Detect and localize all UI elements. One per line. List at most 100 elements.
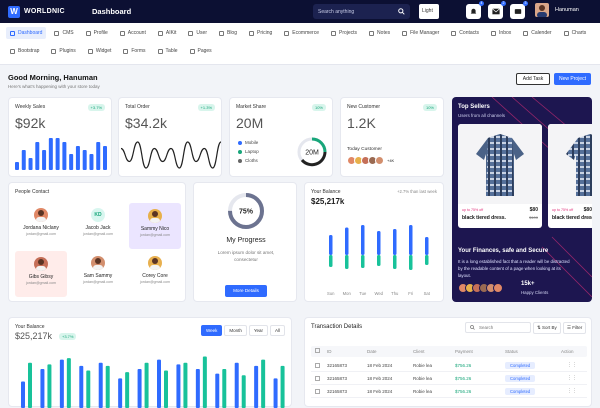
cell-date: 18 Feb 2024	[367, 376, 393, 381]
nav-label: User	[196, 30, 207, 36]
nav-projects[interactable]: Projects	[327, 27, 361, 39]
clients-count: 15k+	[521, 281, 535, 287]
contact-card[interactable]: Gibs Gibsy jordan@gmail.com	[15, 251, 67, 297]
filter-button[interactable]: ☰ Filter	[563, 322, 587, 334]
bar-series-2	[105, 365, 110, 408]
nav-cms[interactable]: CMS	[50, 27, 77, 39]
mail-icon[interactable]: 2	[488, 1, 506, 19]
legend-dot	[238, 140, 242, 145]
table-row[interactable]: 32165873 18 Feb 2024 Robie lea $756.26 Compl…	[311, 373, 587, 385]
nav-label: Blog	[226, 30, 237, 36]
nav-notes[interactable]: Notes	[365, 27, 394, 39]
table-row[interactable]: 32165873 18 Feb 2024 Robie lea $756.26 Compl…	[311, 360, 587, 372]
nav-forms[interactable]: Forms	[119, 45, 149, 57]
more-details-button[interactable]: More Details	[225, 285, 267, 297]
x-tick-label: Sat	[424, 291, 431, 296]
tab-week[interactable]: Week	[200, 325, 223, 336]
nav-account[interactable]: Account	[116, 27, 150, 39]
cell-payment: $756.26	[455, 363, 472, 368]
nav-file-manager[interactable]: File Manager	[398, 27, 443, 39]
market-ring: 20M	[297, 137, 327, 167]
nav-label: Account	[127, 30, 146, 36]
pages-icon	[189, 48, 195, 54]
row-checkbox[interactable]	[315, 389, 320, 394]
nav-charts[interactable]: Charts	[560, 27, 591, 39]
nav-inbox[interactable]: Inbox	[487, 27, 515, 39]
nav-row-1: Dashboard CMS Profile Account AIKit User…	[6, 27, 594, 39]
card-title: Total Order	[125, 104, 150, 110]
tab-all[interactable]: All	[269, 325, 285, 336]
new-project-button[interactable]: New Project	[554, 73, 591, 85]
cart-icon[interactable]: 3	[510, 1, 528, 19]
nav-contacts[interactable]: Contacts	[447, 27, 483, 39]
contact-card[interactable]: Corey Core jordan@gmail.com	[129, 251, 181, 297]
theme-toggle[interactable]: Light	[419, 4, 439, 19]
contact-card[interactable]: KD Jacob Jack jordan@gmail.com	[72, 203, 124, 249]
bar-series-2	[202, 356, 207, 408]
avatar	[493, 283, 503, 293]
balance-note: +2.7% than last week	[397, 189, 437, 194]
bar-series-1	[40, 369, 45, 408]
bar	[48, 138, 53, 170]
x-tick-label: Thu	[391, 291, 399, 296]
cell-payment: $756.26	[455, 376, 472, 381]
bar-series-1	[195, 369, 200, 408]
bar-series-1	[215, 373, 220, 408]
balance-chart: Sun Mon Tue Wed Thu Fri Sat	[327, 225, 431, 296]
product-card[interactable]: up to 75% off black tiered dres $80 $100	[548, 124, 592, 228]
progress-text: Lorem ipsum dolor sit amet, consectetur	[217, 250, 275, 262]
nav-pages[interactable]: Pages	[186, 45, 216, 57]
progress-card: 75% My Progress Lorem ipsum dolor sit am…	[193, 182, 297, 302]
bar-negative	[425, 255, 429, 265]
action-icon[interactable]: ⋮⋮	[567, 375, 577, 381]
add-task-button[interactable]: Add Task	[516, 73, 550, 85]
brand[interactable]: W WORLDNIC	[8, 5, 92, 18]
nav-aikit[interactable]: AIKit	[154, 27, 181, 39]
bar-series-2	[28, 362, 32, 408]
tab-month[interactable]: Month	[224, 325, 247, 336]
column-header-date: Date	[367, 349, 377, 354]
nav-dashboard[interactable]: Dashboard	[6, 27, 47, 39]
action-icon[interactable]: ⋮⋮	[567, 362, 577, 368]
row-checkbox[interactable]	[315, 376, 320, 381]
bar	[42, 150, 47, 170]
contact-card[interactable]: Sammy Nico jordan@gmail.com	[129, 203, 181, 249]
column-header-id: ID	[327, 349, 332, 354]
search-input[interactable]: Search anything	[313, 4, 410, 19]
nav-bootstrap[interactable]: Bootstrap	[6, 45, 43, 57]
old-price: $100	[529, 215, 538, 220]
avatar	[34, 208, 48, 222]
contact-card[interactable]: Sam Sammy jordan@gmail.com	[72, 251, 124, 297]
nav-label: Contacts	[459, 30, 480, 36]
table-row[interactable]: 32165873 18 Feb 2024 Robie lea $756.26 Compl…	[311, 386, 587, 398]
nav-widget[interactable]: Widget	[84, 45, 116, 57]
product-card[interactable]: up to 75% off black tiered dress. $80 $1…	[458, 124, 542, 228]
nav-ecommerce[interactable]: Ecommerce	[280, 27, 323, 39]
user-menu[interactable]: Hanuman	[535, 3, 579, 17]
bar-negative	[361, 255, 365, 268]
nav-user[interactable]: User	[184, 27, 211, 39]
transactions-search[interactable]: Search	[465, 322, 531, 333]
avatar	[535, 3, 549, 17]
discount-label: up to 75% off	[462, 208, 484, 212]
nav-label: Pricing	[257, 30, 273, 36]
nav-calender[interactable]: Calender	[519, 27, 555, 39]
select-all-checkbox[interactable]	[315, 348, 320, 353]
nav-table[interactable]: Table	[154, 45, 182, 57]
contact-card[interactable]: Jordana Niclany jordan@gmail.com	[15, 203, 67, 249]
action-icon[interactable]: ⋮⋮	[567, 388, 577, 394]
legend-label: Cloths	[245, 158, 258, 163]
widget-icon	[87, 48, 93, 54]
profile-icon	[85, 30, 91, 36]
nav-pricing[interactable]: Pricing	[245, 27, 276, 39]
sort-button[interactable]: ⇅ Sort By	[533, 322, 561, 334]
nav-plugins[interactable]: Plugins	[47, 45, 79, 57]
row-checkbox[interactable]	[315, 363, 320, 368]
tab-year[interactable]: Year	[248, 325, 268, 336]
nav-profile[interactable]: Profile	[82, 27, 112, 39]
bar-series-1	[176, 364, 181, 408]
search-icon	[398, 8, 405, 15]
nav-blog[interactable]: Blog	[215, 27, 241, 39]
nav-label: Charts	[571, 30, 587, 36]
bell-icon[interactable]: 4	[466, 1, 484, 19]
